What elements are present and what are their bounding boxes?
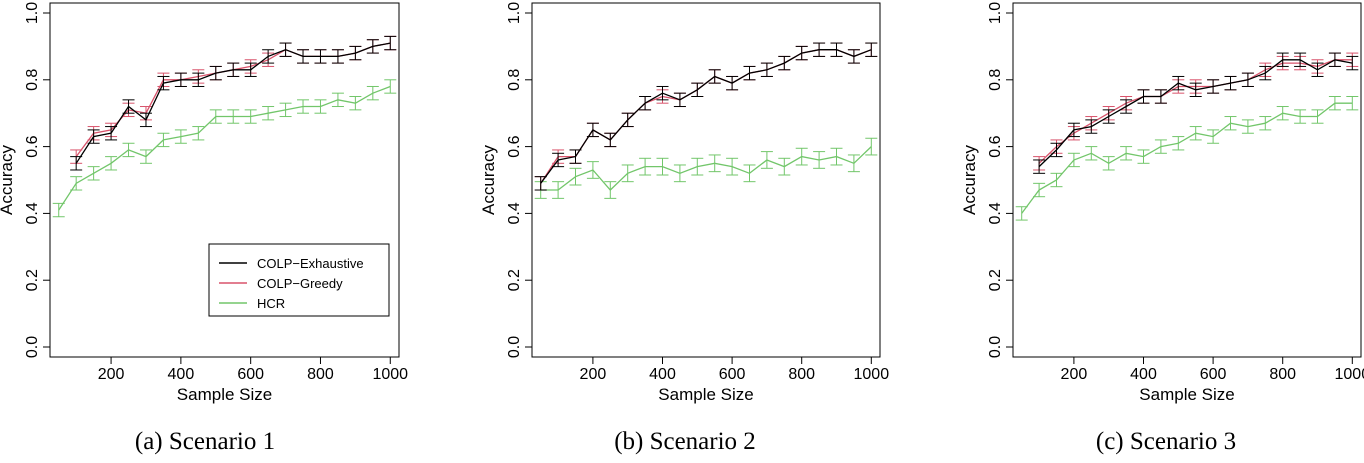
caption-scenario-3: (c) Scenario 3 bbox=[1095, 428, 1237, 455]
y-axis-label: Accuracy bbox=[479, 145, 498, 215]
series-colp-greedy bbox=[534, 42, 878, 191]
plot-frame bbox=[1012, 2, 1362, 358]
series-line bbox=[540, 146, 872, 191]
y-tick-label: 0.2 bbox=[987, 269, 1004, 291]
y-tick-label: 0.8 bbox=[506, 69, 523, 91]
y-axis-label: Accuracy bbox=[960, 145, 979, 215]
caption-scenario-2: (b) Scenario 2 bbox=[614, 428, 756, 455]
y-tick-label: 0.4 bbox=[987, 202, 1004, 224]
y-tick-label: 0.4 bbox=[24, 202, 41, 224]
series-line bbox=[540, 49, 872, 184]
plot-frame bbox=[49, 2, 400, 358]
x-axis-label: Sample Size bbox=[658, 385, 753, 404]
x-tick-label: 1000 bbox=[1335, 366, 1364, 383]
x-axis-label: Sample Size bbox=[177, 385, 272, 404]
y-tick-label: 1.0 bbox=[987, 2, 1004, 24]
x-tick-label: 400 bbox=[1130, 366, 1157, 383]
y-tick-label: 0.4 bbox=[506, 202, 523, 224]
x-tick-label: 200 bbox=[98, 366, 125, 383]
y-tick-label: 1.0 bbox=[506, 2, 523, 24]
y-tick-label: 0.0 bbox=[506, 336, 523, 358]
x-tick-label: 800 bbox=[788, 366, 815, 383]
series-line bbox=[58, 85, 391, 211]
x-tick-label: 600 bbox=[719, 366, 746, 383]
series-line bbox=[540, 49, 872, 184]
x-tick-label: 800 bbox=[307, 366, 334, 383]
legend: COLP−Exhaustive COLP−Greedy HCR bbox=[208, 243, 390, 317]
y-tick-label: 0.8 bbox=[987, 69, 1004, 91]
series-line bbox=[75, 42, 391, 164]
y-tick-label: 0.6 bbox=[506, 135, 523, 157]
series-colp-greedy bbox=[70, 35, 397, 164]
series-colp-exhaustive bbox=[1033, 52, 1359, 174]
y-tick-label: 0.2 bbox=[506, 269, 523, 291]
series-line bbox=[1021, 102, 1353, 214]
series-hcr bbox=[1015, 96, 1359, 221]
series-line bbox=[1038, 59, 1353, 164]
plot-frame bbox=[531, 2, 881, 358]
legend-label: HCR bbox=[257, 296, 285, 311]
y-tick-label: 1.0 bbox=[24, 2, 41, 24]
chart-panel-3: 0.0 0.2 0.4 0.6 0.8 1.0 200 400 600 800 1000 Sample… bbox=[960, 2, 1364, 404]
legend-box bbox=[208, 243, 390, 317]
y-tick-label: 0.6 bbox=[24, 135, 41, 157]
chart-panel-1: 0.0 0.2 0.4 0.6 0.8 1.0 200 400 600 800 1000 Sample… bbox=[0, 2, 408, 404]
caption-scenario-1: (a) Scenario 1 bbox=[134, 428, 276, 455]
series-colp-greedy bbox=[1033, 52, 1359, 171]
x-tick-label: 600 bbox=[1200, 366, 1227, 383]
x-tick-label: 200 bbox=[580, 366, 607, 383]
y-tick-label: 0.0 bbox=[987, 336, 1004, 358]
series-line bbox=[1038, 59, 1353, 168]
series-colp-exhaustive bbox=[534, 42, 878, 191]
y-tick-label: 0.6 bbox=[987, 135, 1004, 157]
x-tick-label: 400 bbox=[168, 366, 195, 383]
series-hcr bbox=[534, 137, 878, 199]
x-tick-label: 400 bbox=[649, 366, 676, 383]
legend-label: COLP−Greedy bbox=[257, 276, 343, 291]
y-tick-label: 0.2 bbox=[24, 269, 41, 291]
x-axis-label: Sample Size bbox=[1139, 385, 1234, 404]
series-colp-exhaustive bbox=[70, 35, 397, 171]
y-tick-label: 0.0 bbox=[24, 336, 41, 358]
x-tick-label: 600 bbox=[237, 366, 264, 383]
x-tick-label: 200 bbox=[1061, 366, 1088, 383]
series-hcr bbox=[52, 79, 397, 218]
x-tick-label: 800 bbox=[1269, 366, 1296, 383]
legend-label: COLP−Exhaustive bbox=[257, 256, 364, 271]
y-tick-label: 0.8 bbox=[24, 69, 41, 91]
x-tick-label: 1000 bbox=[854, 366, 890, 383]
chart-panel-2: 0.0 0.2 0.4 0.6 0.8 1.0 200 400 600 800 1000 Sample… bbox=[479, 2, 889, 404]
y-axis-label: Accuracy bbox=[0, 145, 16, 215]
x-tick-label: 1000 bbox=[372, 366, 408, 383]
